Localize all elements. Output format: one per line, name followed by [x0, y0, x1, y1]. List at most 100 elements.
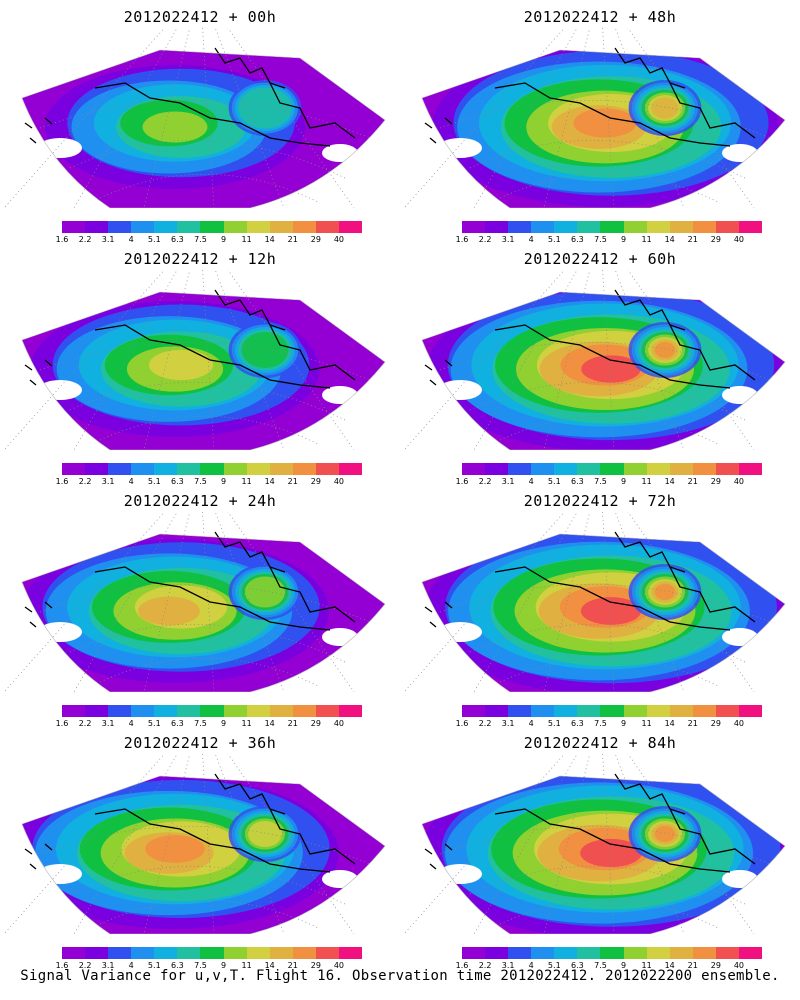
colorbar-segment	[292, 221, 316, 233]
colorbar-tick-label: 4	[128, 961, 134, 970]
colorbar-tick-label: 29	[310, 477, 321, 486]
colorbar-segment	[154, 221, 178, 233]
colorbar-tick-label: 11	[641, 477, 652, 486]
signal-variance-map	[403, 754, 786, 934]
colorbar-tick-label: 6.3	[171, 719, 184, 728]
colorbar-tick-label: 11	[241, 719, 252, 728]
colorbar-segment	[554, 947, 578, 959]
map-panel: 2012022412 + 24h 1.6 2.2 3.1 4 5.1 6.3 7.5 9 11 14…	[0, 484, 400, 729]
colorbar-tick-label: 29	[710, 961, 721, 970]
colorbar-segment	[715, 221, 739, 233]
colorbar-segment	[246, 463, 270, 475]
colorbar-segment	[131, 463, 155, 475]
panel-title: 2012022412 + 36h	[123, 734, 277, 752]
colorbar-tick-label: 2.2	[78, 235, 92, 244]
colorbar-segment	[508, 221, 532, 233]
colorbar-segment	[62, 947, 86, 959]
colorbar-tick-label: 29	[310, 961, 321, 970]
colorbar-labels: 1.6 2.2 3.1 4 5.1 6.3 7.5 9 11 14 21 29 40	[456, 235, 762, 245]
colorbar-segment	[108, 705, 132, 717]
colorbar	[62, 947, 363, 959]
colorbar-tick-label: 7.5	[594, 235, 607, 244]
colorbar-segment	[338, 463, 363, 475]
colorbar-segment	[246, 947, 270, 959]
colorbar-tick-label: 9	[220, 235, 227, 244]
panel-title: 2012022412 + 72h	[523, 492, 677, 510]
colorbar-labels: 1.6 2.2 3.1 4 5.1 6.3 7.5 9 11 14 21 29 40	[56, 477, 362, 487]
colorbar-tick-label: 40	[333, 235, 345, 244]
colorbar-tick-label: 5.1	[547, 235, 561, 244]
colorbar-segment	[462, 221, 486, 233]
colorbar-tick-label: 14	[264, 477, 275, 486]
map-panel: 2012022412 + 84h 1.6 2.2 3.1 4 5.1 6.3 7.5 9 11 14…	[400, 726, 800, 971]
colorbar-segment	[200, 947, 224, 959]
colorbar-segment	[223, 221, 247, 233]
colorbar-segment	[646, 463, 670, 475]
colorbar-tick-label: 4	[528, 477, 534, 486]
colorbar-segment	[646, 705, 670, 717]
colorbar-segment	[292, 463, 316, 475]
colorbar-segment	[62, 463, 86, 475]
colorbar-segment	[692, 705, 716, 717]
colorbar-segment	[177, 947, 201, 959]
colorbar-tick-label: 5.1	[147, 477, 161, 486]
colorbar-tick-label: 3.1	[101, 961, 115, 970]
panel-title: 2012022412 + 84h	[523, 734, 677, 752]
signal-variance-map	[3, 512, 386, 692]
colorbar-segment	[623, 947, 647, 959]
colorbar-segment	[315, 947, 339, 959]
colorbar-tick-label: 3.1	[501, 961, 515, 970]
figure-caption: Signal Variance for u,v,T. Flight 16. Ob…	[20, 968, 780, 984]
colorbar-segment	[108, 463, 132, 475]
colorbar-tick-label: 21	[287, 477, 298, 486]
colorbar-tick-label: 2.2	[478, 961, 492, 970]
colorbar-tick-label: 3.1	[101, 477, 115, 486]
colorbar-segment	[554, 221, 578, 233]
colorbar-tick-label: 2.2	[78, 719, 92, 728]
colorbar-segment	[269, 463, 293, 475]
colorbar-segment	[200, 705, 224, 717]
colorbar-segment	[669, 947, 693, 959]
colorbar-segment	[200, 221, 224, 233]
colorbar-tick-label: 5.1	[147, 235, 161, 244]
colorbar-segment	[154, 947, 178, 959]
colorbar-tick-label: 29	[710, 235, 721, 244]
colorbar-segment	[246, 705, 270, 717]
colorbar-tick-label: 29	[710, 719, 721, 728]
colorbar-tick-label: 7.5	[194, 235, 207, 244]
colorbar	[62, 705, 363, 717]
colorbar-segment	[738, 463, 763, 475]
colorbar-tick-label: 5.1	[547, 477, 561, 486]
colorbar-tick-label: 14	[664, 235, 675, 244]
colorbar-tick-label: 40	[333, 719, 345, 728]
colorbar-segment	[600, 947, 624, 959]
colorbar-tick-label: 2.2	[478, 235, 492, 244]
colorbar-segment	[508, 947, 532, 959]
colorbar-segment	[715, 463, 739, 475]
colorbar-segment	[223, 705, 247, 717]
colorbar-tick-label: 2.2	[478, 477, 492, 486]
colorbar-tick-label: 40	[733, 235, 745, 244]
colorbar-segment	[269, 221, 293, 233]
colorbar-segment	[177, 221, 201, 233]
colorbar-segment	[600, 463, 624, 475]
colorbar-segment	[600, 705, 624, 717]
colorbar-segment	[485, 463, 509, 475]
colorbar-tick-label: 11	[641, 719, 652, 728]
map-panel: 2012022412 + 00h 1.6 2.2 3.1 4 5.1 6.3 7.5 9 11 14…	[0, 0, 400, 245]
signal-variance-map	[403, 28, 786, 208]
colorbar-tick-label: 2.2	[78, 961, 92, 970]
colorbar-segment	[131, 221, 155, 233]
colorbar-segment	[715, 705, 739, 717]
map-panel: 2012022412 + 72h 1.6 2.2 3.1 4 5.1 6.3 7.5 9 11 14…	[400, 484, 800, 729]
colorbar-segment	[292, 947, 316, 959]
colorbar-labels: 1.6 2.2 3.1 4 5.1 6.3 7.5 9 11 14 21 29 40	[56, 719, 362, 729]
colorbar-tick-label: 21	[687, 235, 698, 244]
colorbar-segment	[62, 705, 86, 717]
colorbar-labels: 1.6 2.2 3.1 4 5.1 6.3 7.5 9 11 14 21 29 40	[456, 477, 762, 487]
colorbar	[462, 705, 763, 717]
colorbar-tick-label: 21	[687, 961, 698, 970]
colorbar-tick-label: 7.5	[594, 719, 607, 728]
colorbar-tick-label: 3.1	[501, 477, 515, 486]
colorbar-tick-label: 1.6	[55, 477, 69, 486]
